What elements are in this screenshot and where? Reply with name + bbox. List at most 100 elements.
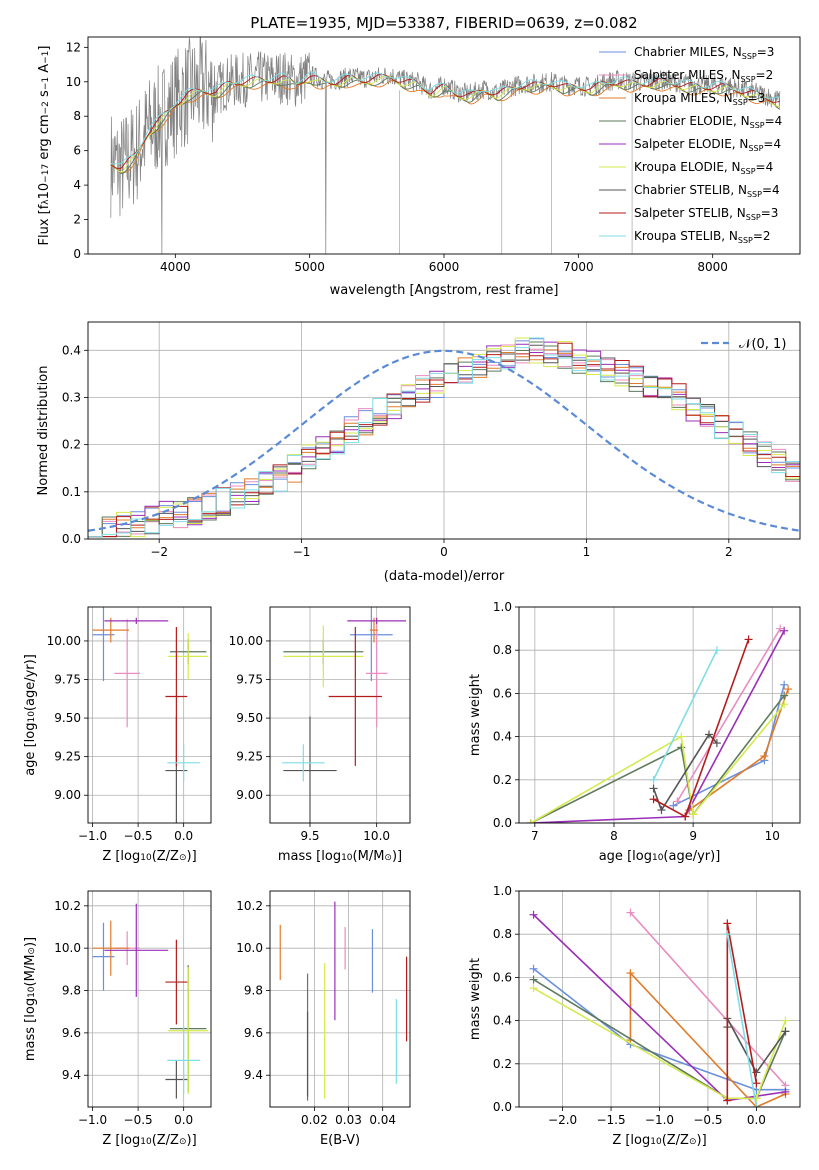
legend-text-part: Kroupa ELODIE, N bbox=[634, 160, 741, 174]
label-part: (Z/Z bbox=[152, 1133, 179, 1148]
legend-text-part: Chabrier MILES, N bbox=[634, 45, 742, 59]
weight-line bbox=[629, 912, 787, 1086]
legend-text-part: Chabrier ELODIE, N bbox=[634, 114, 750, 128]
x-tick-label: 7 bbox=[531, 829, 539, 843]
label-part: )] bbox=[187, 849, 197, 864]
axes-frame bbox=[87, 321, 801, 540]
weight-lines bbox=[529, 908, 790, 1107]
histograms bbox=[88, 337, 800, 539]
y-tick-label: 0.8 bbox=[493, 927, 512, 941]
y-tick-label: 9.8 bbox=[62, 984, 81, 998]
label-part: −2 bbox=[41, 101, 51, 114]
model-spectrum-line bbox=[110, 76, 781, 175]
label-part: (M/M bbox=[353, 849, 385, 864]
error-bars bbox=[279, 901, 408, 1101]
x-tick-label: 9 bbox=[689, 829, 697, 843]
x-axis-label: mass [log10(M/M⊙)] bbox=[278, 849, 402, 864]
label-part: Z [log bbox=[102, 849, 140, 864]
error-bars bbox=[92, 903, 209, 1099]
y-tick-label: 6 bbox=[73, 144, 81, 158]
x-tick-label: 10.0 bbox=[363, 829, 390, 843]
legend-text-part: SSP bbox=[746, 213, 761, 222]
label-part: ] bbox=[37, 46, 52, 51]
legend-entry: Kroupa STELIB, NSSP=2 bbox=[634, 229, 771, 245]
y-tick-label: 9.6 bbox=[62, 1026, 81, 1040]
label-part: )] bbox=[23, 937, 38, 947]
x-tick-label: 0.0 bbox=[174, 1113, 193, 1127]
legend-entry: Chabrier STELIB, NSSP=4 bbox=[634, 183, 780, 199]
y-axis-label: mass weight bbox=[468, 958, 483, 1040]
x-axis-label: Z [log10(Z/Z⊙)] bbox=[612, 1133, 706, 1148]
x-axis-label: Z [log10(Z/Z⊙)] bbox=[102, 1133, 196, 1148]
y-tick-label: 10.2 bbox=[54, 899, 81, 913]
legend-text-part: Salpeter MILES, N bbox=[634, 68, 741, 82]
y-tick-label: 0.3 bbox=[62, 390, 81, 404]
y-tick-label: 1.0 bbox=[493, 884, 512, 898]
y-tick-label: 0.0 bbox=[493, 816, 512, 830]
x-tick-label: 8000 bbox=[697, 260, 728, 274]
x-tick-label: −2 bbox=[150, 545, 168, 559]
y-tick-label: 0.4 bbox=[62, 343, 81, 357]
legend-text-part: =4 bbox=[762, 183, 780, 197]
y-tick-label: 0.6 bbox=[493, 970, 512, 984]
legend-text-part: Salpeter STELIB, N bbox=[634, 206, 746, 220]
panel-spectrum: PLATE=1935, MJD=53387, FIBERID=0639, z=0… bbox=[37, 14, 801, 298]
x-tick-label: 0.0 bbox=[174, 829, 193, 843]
legend-text-part: =3 bbox=[757, 45, 775, 59]
label-part: 10 bbox=[652, 853, 664, 863]
histogram-step bbox=[88, 337, 800, 539]
legend-text-part: Kroupa MILES, N bbox=[634, 91, 733, 105]
legend-entry: 𝒩(0, 1) bbox=[739, 337, 786, 352]
legend-text-part: Kroupa STELIB, N bbox=[634, 229, 738, 243]
legend-text-part: SSP bbox=[733, 98, 748, 107]
label-part: −1 bbox=[41, 77, 51, 90]
legend-text-part: =4 bbox=[765, 114, 783, 128]
x-tick-label: −0.5 bbox=[124, 829, 153, 843]
y-tick-label: 0.0 bbox=[62, 532, 81, 546]
label-part: Z [log bbox=[612, 1133, 650, 1148]
label-part: −17 bbox=[41, 164, 51, 183]
y-tick-label: 0.8 bbox=[493, 643, 512, 657]
y-tick-label: 0.2 bbox=[62, 438, 81, 452]
y-tick-label: 10.00 bbox=[47, 634, 81, 648]
y-tick-label: 9.00 bbox=[54, 788, 81, 802]
y-tick-label: 9.4 bbox=[244, 1068, 263, 1082]
label-part: −1 bbox=[41, 51, 51, 64]
panel-mass-vs-ebv: 0.02 0.03 0.04 9.4 9.6 9.8 10.0 10.2 E(B-V) bbox=[236, 890, 411, 1148]
y-tick-label: 2 bbox=[73, 213, 81, 227]
x-tick-label: 6000 bbox=[429, 260, 460, 274]
x-tick-label: −1.0 bbox=[78, 1113, 107, 1127]
x-tick-label: 10 bbox=[765, 829, 780, 843]
label-part: mass [log bbox=[23, 998, 38, 1061]
error-bars bbox=[92, 607, 209, 823]
y-tick-label: 1.0 bbox=[493, 600, 512, 614]
label-part: (Z/Z bbox=[662, 1133, 689, 1148]
legend-text-part: SSP bbox=[741, 75, 756, 84]
label-part: )] bbox=[392, 849, 402, 864]
x-axis-label: E(B-V) bbox=[320, 1133, 360, 1148]
label-part: (Z/Z bbox=[152, 849, 179, 864]
weight-line bbox=[676, 628, 781, 802]
x-tick-label: −1.5 bbox=[596, 1113, 625, 1127]
label-part: erg cm bbox=[37, 114, 52, 163]
weight-line bbox=[726, 923, 758, 1101]
x-tick-label: 4000 bbox=[160, 260, 191, 274]
y-tick-label: 10.0 bbox=[236, 941, 263, 955]
label-part: 10 bbox=[27, 711, 37, 723]
y-axis-label: Flux [fλ10−17 erg cm−2 s−1 A−1] bbox=[37, 46, 52, 246]
y-tick-label: 9.00 bbox=[236, 788, 263, 802]
y-tick-label: 0.6 bbox=[493, 686, 512, 700]
y-axis-label: age [log10(age/yr)] bbox=[23, 654, 38, 776]
label-part: (age/yr)] bbox=[23, 654, 38, 711]
legend-text-part: SSP bbox=[738, 236, 753, 245]
model-spectrum-line bbox=[110, 80, 781, 174]
y-tick-label: 0.4 bbox=[493, 730, 512, 744]
weight-line bbox=[652, 649, 718, 781]
y-tick-label: 10.00 bbox=[229, 634, 263, 648]
weight-line bbox=[652, 733, 718, 812]
label-part: 10 bbox=[37, 183, 52, 200]
